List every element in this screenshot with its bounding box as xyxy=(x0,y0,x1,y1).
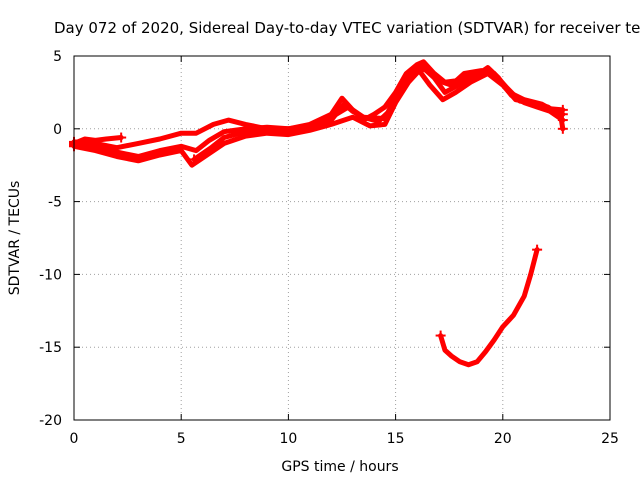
x-tick-label: 5 xyxy=(177,431,186,447)
data-series xyxy=(69,59,568,368)
series-line xyxy=(438,247,540,368)
y-tick-label: 0 xyxy=(53,122,62,138)
series-line xyxy=(71,68,566,168)
series-track-5 xyxy=(189,65,568,165)
series-track-6 xyxy=(435,244,543,368)
data-point-marker xyxy=(435,330,446,341)
x-tick-label: 20 xyxy=(494,431,512,447)
y-tick-label: -20 xyxy=(39,413,62,429)
x-tick-label: 0 xyxy=(70,431,79,447)
y-axis-label: SDTVAR / TECUs xyxy=(7,181,23,296)
plot-frame xyxy=(73,55,611,421)
data-point-marker xyxy=(116,132,127,143)
y-tick-label: -10 xyxy=(39,267,62,283)
data-point-marker xyxy=(189,154,200,165)
x-tick-label: 10 xyxy=(279,431,297,447)
y-tick-label: 5 xyxy=(53,49,62,65)
chart-title: Day 072 of 2020, Sidereal Day-to-day VTE… xyxy=(54,19,640,37)
y-tick-label: -5 xyxy=(48,195,62,211)
y-tick-label: -15 xyxy=(39,340,62,356)
x-tick-label: 25 xyxy=(601,431,619,447)
x-tick-label: 15 xyxy=(387,431,405,447)
x-axis-label: GPS time / hours xyxy=(281,459,398,475)
grid-lines xyxy=(74,56,610,420)
y-axis-ticks: 5 0 -5 -10 -15 -20 xyxy=(39,49,610,429)
data-point-marker xyxy=(557,123,568,134)
data-point-marker xyxy=(532,244,543,255)
x-axis-ticks: 0 5 10 15 20 25 xyxy=(70,56,619,447)
series-line xyxy=(191,65,566,162)
data-point-marker xyxy=(557,104,568,115)
